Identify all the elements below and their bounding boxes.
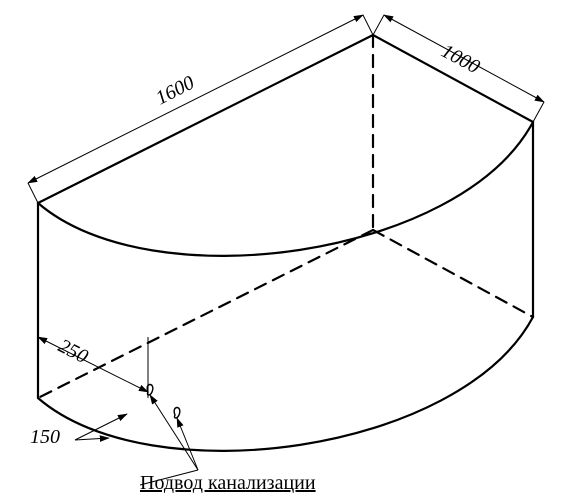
dim-length: 1600 [152,72,198,110]
dim-250: 250 [55,335,92,368]
drain-callout [140,385,198,486]
hidden-edges [38,35,533,398]
visible-edges [38,35,533,451]
dim-150: 150 [30,426,60,448]
dim-width: 1000 [438,40,484,78]
engineering-drawing: 1600 1000 250 150 Подвод канализации [0,0,562,500]
drain-caption: Подвод канализации [140,472,316,494]
labels: 1600 1000 250 150 Подвод канализации [30,40,483,494]
